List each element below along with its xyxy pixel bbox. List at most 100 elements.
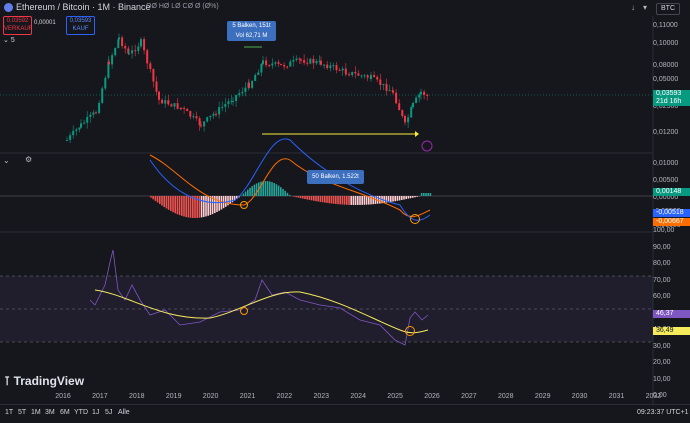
candle	[156, 82, 158, 92]
macd-bar	[181, 196, 183, 216]
time-axis-label: 2020	[203, 393, 219, 400]
candle	[218, 107, 220, 114]
candle	[232, 101, 234, 102]
macd-bar	[298, 196, 300, 198]
candle	[200, 125, 202, 126]
candle	[149, 63, 151, 69]
timeframe-button[interactable]: 3M	[45, 409, 55, 416]
macd-bar	[324, 196, 326, 203]
candle	[351, 72, 353, 75]
macd-bar	[315, 196, 317, 201]
candle	[382, 84, 384, 85]
macd-bar	[383, 196, 385, 203]
macd-bar	[379, 196, 381, 204]
candle	[221, 107, 223, 108]
candle	[111, 55, 113, 64]
macd-bar	[359, 196, 361, 205]
time-axis-label: 2018	[129, 393, 145, 400]
candle	[180, 108, 182, 109]
macd-bar	[350, 196, 352, 205]
candle	[86, 117, 88, 123]
candle	[235, 95, 237, 101]
macd-bar	[247, 190, 249, 196]
candle	[92, 112, 94, 114]
candle	[101, 88, 103, 103]
rsi-ma-tag: 36,49	[653, 327, 690, 335]
macd-bar	[337, 196, 339, 204]
macd-bar	[216, 196, 218, 212]
candle	[260, 64, 262, 73]
time-axis-label: 2027	[461, 393, 477, 400]
candle	[137, 46, 139, 51]
candle	[248, 83, 250, 88]
rsi-axis-label: 60,00	[653, 293, 671, 300]
macd-bar	[280, 187, 282, 196]
settings-icon[interactable]: ⚙	[25, 155, 32, 164]
candle	[289, 62, 291, 67]
timeframe-button[interactable]: 1J	[92, 409, 99, 416]
candle	[121, 37, 123, 46]
price-axis-label: 0,11000	[653, 22, 678, 29]
macd-bar	[405, 196, 407, 199]
timeframe-button[interactable]: 1M	[31, 409, 41, 416]
macd-bar	[427, 193, 429, 196]
chart-canvas[interactable]	[0, 0, 690, 404]
timeframe-button[interactable]: 5J	[105, 409, 112, 416]
macd-bar	[421, 193, 423, 196]
macd-bar	[342, 196, 344, 205]
timeframe-button[interactable]: YTD	[74, 409, 88, 416]
candle	[124, 46, 126, 49]
macd-bar	[278, 186, 280, 196]
candle	[66, 140, 68, 141]
candle	[140, 39, 142, 46]
candle	[299, 59, 301, 60]
macd-bar	[390, 196, 392, 202]
macd-bar	[331, 196, 333, 203]
time-axis-label: 2016	[55, 393, 71, 400]
candle	[278, 62, 280, 64]
macd-bar	[170, 196, 172, 211]
timeframe-button[interactable]: 5T	[18, 409, 26, 416]
pane-collapse-icon[interactable]: ⌄	[3, 156, 10, 165]
macd-bar	[163, 196, 165, 207]
candle	[320, 61, 322, 65]
candle	[146, 50, 148, 63]
candle	[183, 108, 185, 109]
timeframe-button[interactable]: 1T	[5, 409, 13, 416]
candle	[283, 65, 285, 67]
timeframe-button[interactable]: 6M	[60, 409, 70, 416]
candle	[114, 48, 116, 55]
macd-bar	[339, 196, 341, 204]
candle	[389, 90, 391, 91]
candle	[280, 64, 282, 65]
candle	[364, 75, 366, 76]
price-axis-label: 0,05000	[653, 76, 678, 83]
candle	[80, 123, 82, 127]
candle	[95, 112, 97, 113]
candle	[415, 98, 417, 103]
candle	[167, 100, 169, 104]
alert-icon[interactable]	[422, 141, 432, 151]
candle	[392, 91, 394, 93]
candle	[224, 104, 226, 107]
current-price-tag: 0,03593 21d 16h	[653, 90, 690, 106]
timeframe-button[interactable]: Alle	[118, 409, 130, 416]
macd-bar	[185, 196, 187, 217]
candle	[274, 62, 276, 63]
candle	[215, 114, 217, 115]
macd-bar	[203, 196, 205, 217]
candle	[134, 50, 136, 51]
macd-bar	[166, 196, 168, 208]
candle	[292, 60, 294, 62]
macd-bar	[335, 196, 337, 204]
candle	[348, 74, 350, 75]
candle	[332, 65, 334, 66]
macd-bar	[416, 196, 418, 197]
macd-bar	[168, 196, 170, 210]
tradingview-logo-icon: ⊺	[4, 374, 14, 388]
macd-bar	[210, 196, 212, 215]
macd-bar	[199, 196, 201, 218]
macd-bar	[361, 196, 363, 205]
candle	[128, 53, 130, 54]
candle	[398, 103, 400, 110]
